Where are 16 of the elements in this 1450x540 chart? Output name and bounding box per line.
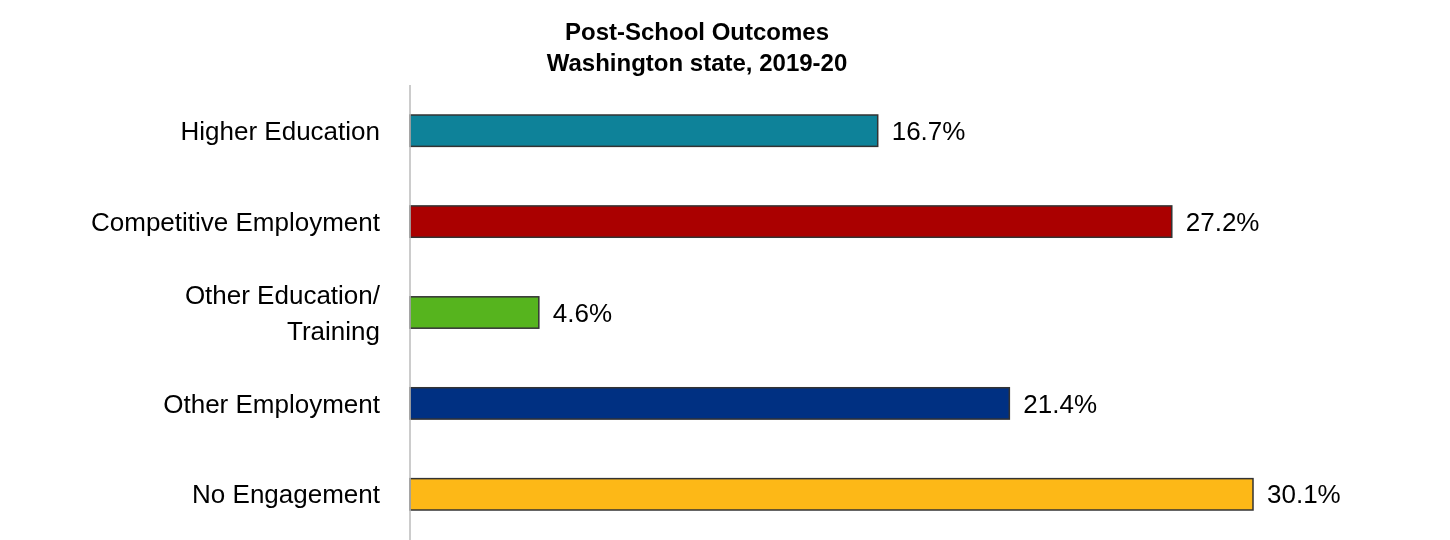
data-label: 21.4% [1023, 388, 1098, 419]
y-tick-label: Other Employment [163, 388, 381, 419]
y-tick-label: No Engagement [192, 479, 381, 510]
data-label: 16.7% [891, 115, 966, 146]
bar [409, 477, 1254, 511]
y-tick-label: Higher Education [180, 115, 380, 146]
data-label: 30.1% [1267, 479, 1341, 510]
chart-title: Post-School Outcomes Washington state, 2019-20 [546, 18, 848, 76]
bar [409, 296, 540, 329]
bar [409, 386, 1011, 420]
bar [409, 205, 1173, 239]
bar [409, 114, 879, 148]
data-label: 4.6% [552, 297, 613, 328]
y-tick-label: Competitive Employment [91, 206, 381, 237]
data-label: 27.2% [1185, 206, 1260, 237]
y-tick-label: Other Education/ Training [184, 279, 381, 346]
